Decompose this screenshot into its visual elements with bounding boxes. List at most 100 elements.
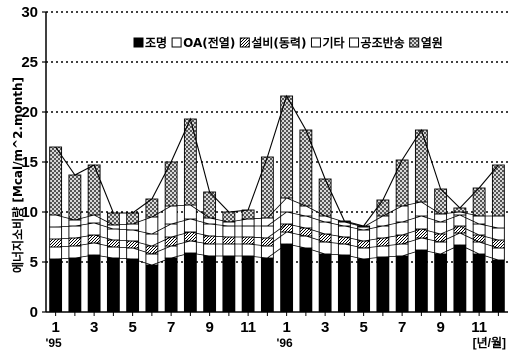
series-lines	[55, 94, 499, 266]
bar-1-95-10	[222, 255, 236, 313]
bar-1-95-12	[260, 257, 274, 313]
bar-3-95-1	[49, 238, 63, 248]
x-tick-label-12: 11	[471, 319, 487, 336]
bar-1-95-9	[203, 255, 217, 313]
bar-4-95-4	[106, 228, 120, 241]
bar-1-95-8	[183, 252, 197, 313]
x-tick-label-8: 3	[321, 319, 329, 336]
bar-6-96-7	[395, 159, 409, 207]
legend-label-4: 기타	[322, 35, 344, 50]
y-axis-label: 에너지소비량 [Mcal/m^2.month]	[10, 77, 25, 273]
bar-2-95-3	[87, 242, 101, 256]
bar-4-96-2	[299, 215, 313, 229]
bar-4-96-8	[414, 215, 428, 230]
legend-label-3: 설비(동력)	[251, 35, 306, 50]
bar-2-95-12	[260, 245, 274, 259]
legend-swatch-2	[171, 37, 182, 48]
bar-4-95-9	[203, 223, 217, 237]
bar-1-95-2	[68, 257, 82, 313]
legend-swatch-6	[409, 37, 420, 48]
bar-2-96-4	[337, 243, 351, 256]
bar-5-95-4	[106, 224, 120, 230]
year-label-1: '95	[46, 336, 63, 350]
bar-6-95-10	[222, 211, 236, 223]
bar-1-95-11	[241, 255, 255, 313]
bar-2-96-3	[318, 241, 332, 255]
bar-3-96-6	[376, 237, 390, 247]
y-tick-label-5: 5	[30, 254, 38, 271]
bar-2-95-10	[222, 243, 236, 257]
bar-4-95-12	[260, 225, 274, 239]
bar-1-96-9	[434, 253, 448, 313]
bar-3-95-9	[203, 235, 217, 245]
bar-4-95-3	[87, 222, 101, 236]
series-line-1	[55, 243, 499, 266]
bar-6-95-2	[68, 174, 82, 221]
bar-1-95-4	[106, 257, 120, 313]
bar-1-96-12	[491, 259, 505, 313]
x-tick-label-2: 3	[90, 319, 98, 336]
bar-5-96-11	[472, 215, 486, 225]
bar-1-95-5	[126, 258, 140, 313]
year-label-2: '96	[277, 336, 294, 350]
bar-2-95-1	[49, 246, 63, 260]
bar-2-96-12	[491, 247, 505, 261]
bar-1-96-8	[414, 249, 428, 313]
bar-4-96-1	[280, 211, 294, 225]
legend-swatch-1	[133, 37, 144, 48]
bar-1-96-3	[318, 253, 332, 313]
bar-1-96-10	[453, 244, 467, 313]
bar-1-96-1	[280, 243, 294, 313]
legend: 조명 OA(전열) 설비(동력) 기타 공조반송 열원	[133, 35, 443, 50]
bar-3-95-11	[241, 236, 255, 245]
bar-2-96-7	[395, 243, 409, 257]
bar-3-96-10	[453, 225, 467, 234]
x-tick-label-9: 5	[359, 319, 367, 336]
legend-swatch-3	[239, 37, 250, 48]
y-tick-label-30: 30	[21, 4, 38, 21]
bar-2-96-2	[299, 235, 313, 249]
series-line-4	[55, 211, 499, 235]
legend-label-2: OA(전열)	[183, 35, 235, 50]
series-line-2	[55, 231, 499, 255]
legend-swatch-5	[349, 37, 360, 48]
bar-1-96-7	[395, 255, 409, 313]
bar-5-96-2	[299, 205, 313, 217]
bar-5-95-12	[260, 217, 274, 227]
bar-5-95-8	[183, 204, 197, 220]
bar-5-96-12	[491, 215, 505, 229]
bar-6-96-12	[491, 164, 505, 217]
bar-1-96-11	[472, 253, 486, 313]
bar-5-96-6	[376, 215, 390, 227]
bar-1-96-4	[337, 254, 351, 313]
bar-4-95-2	[68, 225, 82, 239]
bar-1-95-6	[145, 264, 159, 313]
bar-3-95-10	[222, 236, 236, 245]
bar-6-96-3	[318, 178, 332, 217]
bar-4-96-5	[357, 229, 371, 242]
bar-4-96-7	[395, 221, 409, 236]
bar-6-95-8	[183, 118, 197, 206]
bar-4-96-6	[376, 225, 390, 239]
x-tick-label-4: 7	[167, 319, 175, 336]
bar-5-96-8	[414, 201, 428, 217]
bar-1-95-7	[164, 257, 178, 313]
x-unit-label: [년/월]	[473, 335, 506, 350]
bar-5-95-1	[49, 214, 63, 228]
bar-2-96-5	[357, 247, 371, 260]
x-tick-label-11: 9	[436, 319, 444, 336]
bar-6-95-3	[87, 164, 101, 216]
y-tick-label-0: 0	[30, 304, 38, 321]
bar-2-95-9	[203, 243, 217, 257]
y-tick-label-25: 25	[21, 54, 38, 71]
bar-2-95-11	[241, 243, 255, 257]
bar-6-95-11	[241, 209, 255, 220]
bar-5-95-5	[126, 223, 140, 231]
x-tick-label-7: 1	[282, 319, 290, 336]
x-tick-label-1: 1	[51, 319, 59, 336]
legend-label-5: 공조반송	[361, 35, 405, 50]
bar-3-95-2	[68, 237, 82, 247]
